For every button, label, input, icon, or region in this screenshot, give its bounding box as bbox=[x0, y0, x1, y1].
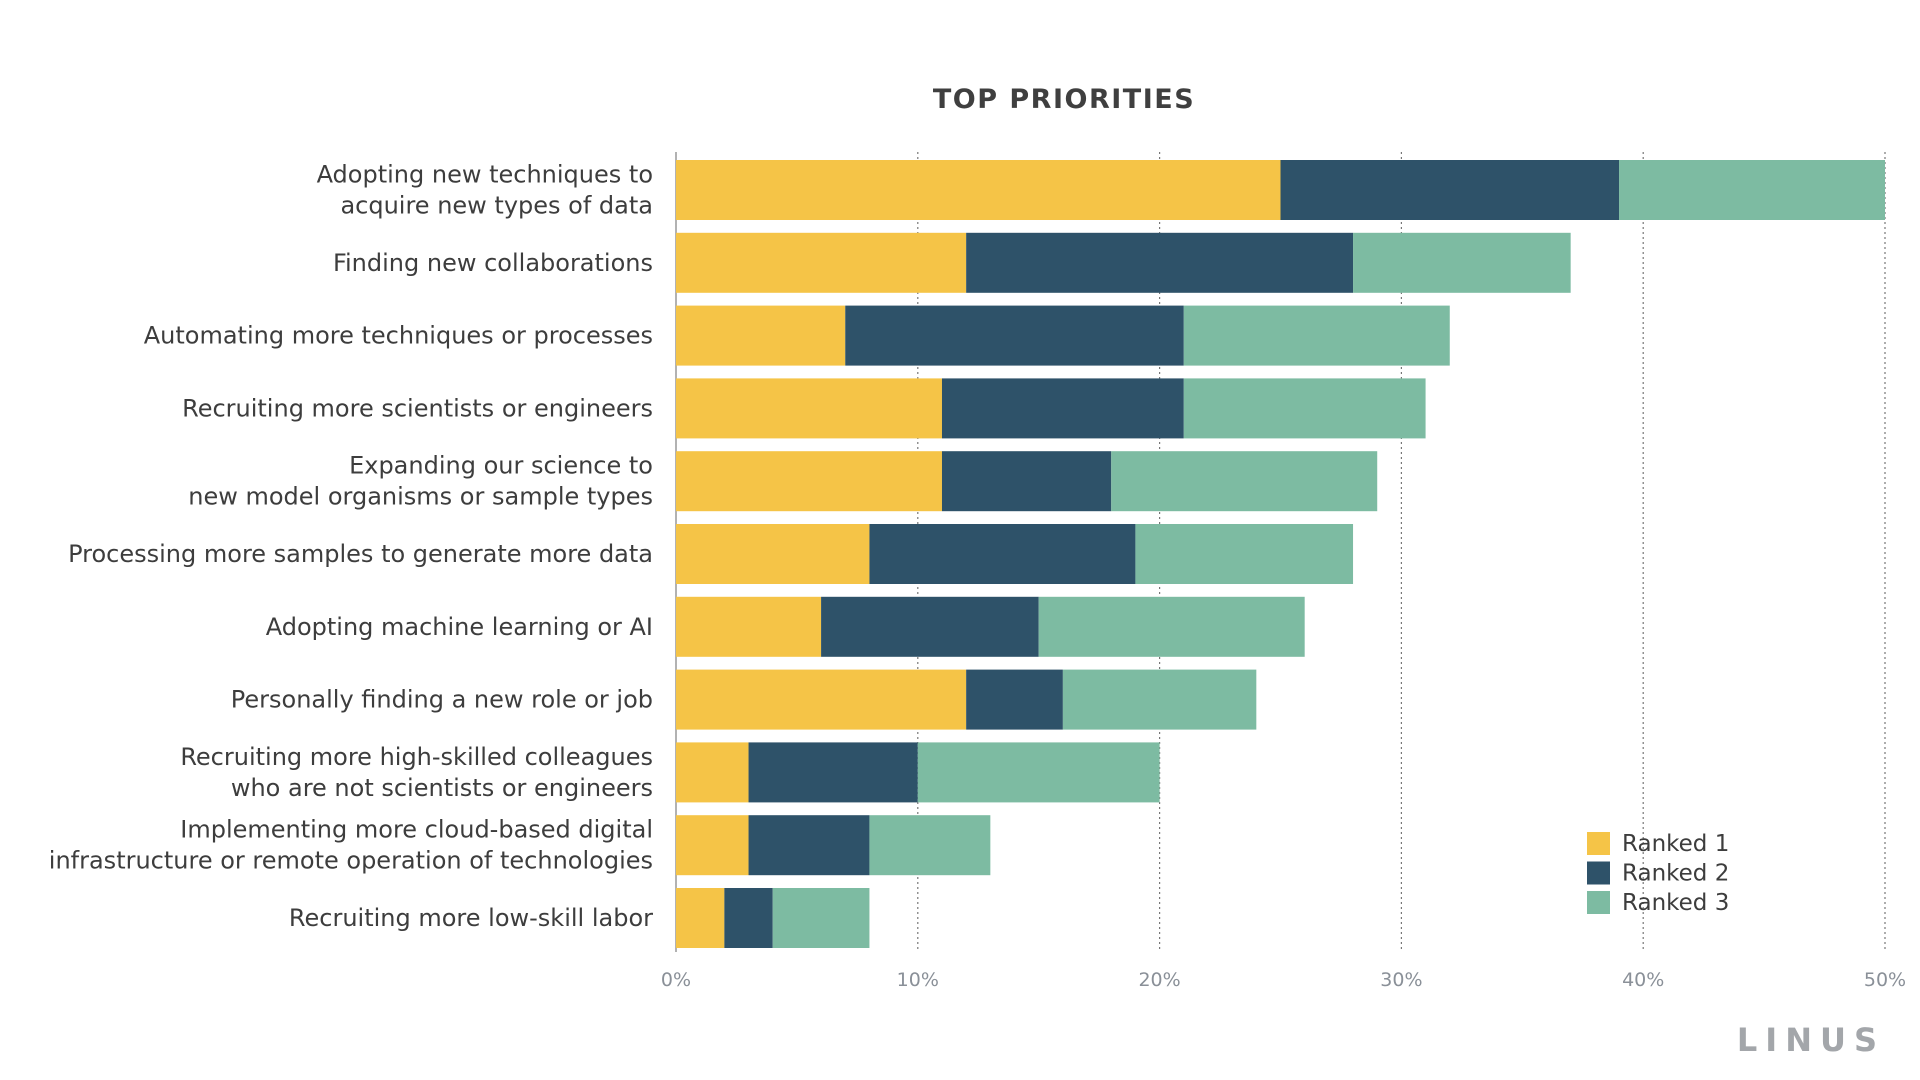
category-labels: Adopting new techniques to acquire new ty… bbox=[49, 161, 653, 933]
category-label: Personally finding a new role or job bbox=[231, 686, 653, 714]
brand-logo: LINUS bbox=[1737, 1021, 1885, 1059]
category-label: Recruiting more low-skill labor bbox=[289, 904, 653, 932]
legend-swatch bbox=[1587, 832, 1610, 855]
category-label: Adopting new techniques to bbox=[317, 161, 653, 189]
bar-segment-ranked-3 bbox=[869, 815, 991, 876]
bar-segment-ranked-3 bbox=[1111, 451, 1378, 512]
x-tick-label: 0% bbox=[661, 969, 691, 991]
legend-swatch bbox=[1587, 861, 1610, 885]
category-label: new model organisms or sample types bbox=[188, 483, 653, 511]
bar-segment-ranked-1 bbox=[676, 596, 822, 657]
legend-label: Ranked 1 bbox=[1622, 831, 1729, 857]
bar-segment-ranked-3 bbox=[917, 742, 1160, 803]
legend: Ranked 1 Ranked 2 Ranked 3 bbox=[1587, 831, 1729, 916]
bar-segment-ranked-2 bbox=[821, 596, 1039, 657]
category-label: acquire new types of data bbox=[340, 192, 653, 220]
bar-segment-ranked-2 bbox=[724, 888, 773, 948]
x-axis-ticks: 0% 10% 20% 30% 40% 50% bbox=[661, 969, 1906, 991]
bar-segment-ranked-1 bbox=[676, 451, 942, 512]
legend-label: Ranked 2 bbox=[1622, 861, 1729, 887]
category-label: Recruiting more scientists or engineers bbox=[182, 394, 653, 422]
bar-segment-ranked-2 bbox=[869, 524, 1136, 584]
bar-segment-ranked-1 bbox=[676, 232, 967, 293]
bar-segment-ranked-1 bbox=[676, 378, 942, 439]
bar-segment-ranked-2 bbox=[966, 232, 1354, 293]
chart-title: TOP PRIORITIES bbox=[933, 84, 1195, 115]
bar-segment-ranked-3 bbox=[772, 888, 870, 948]
bar-segment-ranked-2 bbox=[966, 669, 1063, 730]
category-label: Finding new collaborations bbox=[333, 249, 653, 277]
x-tick-label: 50% bbox=[1864, 969, 1906, 991]
bar-segment-ranked-3 bbox=[1038, 596, 1305, 657]
bar-segment-ranked-1 bbox=[676, 669, 967, 730]
bar-segment-ranked-2 bbox=[941, 378, 1184, 439]
legend-label: Ranked 3 bbox=[1622, 890, 1729, 916]
bar-segment-ranked-1 bbox=[676, 305, 846, 366]
legend-swatch bbox=[1587, 891, 1610, 914]
bar-segment-ranked-2 bbox=[748, 742, 918, 803]
bar-segment-ranked-3 bbox=[1353, 232, 1571, 293]
bar-segment-ranked-3 bbox=[1135, 524, 1354, 584]
bar-segment-ranked-1 bbox=[676, 524, 870, 584]
category-label: Expanding our science to bbox=[349, 452, 653, 480]
category-label: Processing more samples to generate more… bbox=[68, 540, 653, 568]
bar-segment-ranked-2 bbox=[941, 451, 1112, 512]
category-label: Adopting machine learning or AI bbox=[266, 613, 653, 641]
bar-segment-ranked-3 bbox=[1183, 378, 1426, 439]
bar-segment-ranked-3 bbox=[1062, 669, 1257, 730]
category-label: Automating more techniques or processes bbox=[144, 322, 653, 350]
bar-segment-ranked-1 bbox=[676, 815, 749, 876]
x-tick-label: 20% bbox=[1138, 969, 1180, 991]
category-label: who are not scientists or engineers bbox=[231, 774, 653, 802]
bar-segment-ranked-2 bbox=[748, 815, 870, 876]
category-label: infrastructure or remote operation of te… bbox=[49, 847, 653, 875]
x-tick-label: 40% bbox=[1622, 969, 1664, 991]
bar-segment-ranked-3 bbox=[1183, 305, 1450, 366]
bar-segment-ranked-1 bbox=[676, 742, 749, 803]
bar-segment-ranked-2 bbox=[845, 305, 1184, 366]
category-label: Implementing more cloud-based digital bbox=[180, 816, 653, 844]
bar-segment-ranked-3 bbox=[1619, 160, 1885, 220]
bar-segment-ranked-1 bbox=[676, 160, 1281, 220]
bar-segment-ranked-2 bbox=[1280, 160, 1620, 220]
bars bbox=[676, 160, 1885, 948]
x-tick-label: 10% bbox=[897, 969, 939, 991]
x-tick-label: 30% bbox=[1380, 969, 1422, 991]
category-label: Recruiting more high-skilled colleagues bbox=[180, 743, 653, 771]
bar-segment-ranked-1 bbox=[676, 888, 725, 948]
